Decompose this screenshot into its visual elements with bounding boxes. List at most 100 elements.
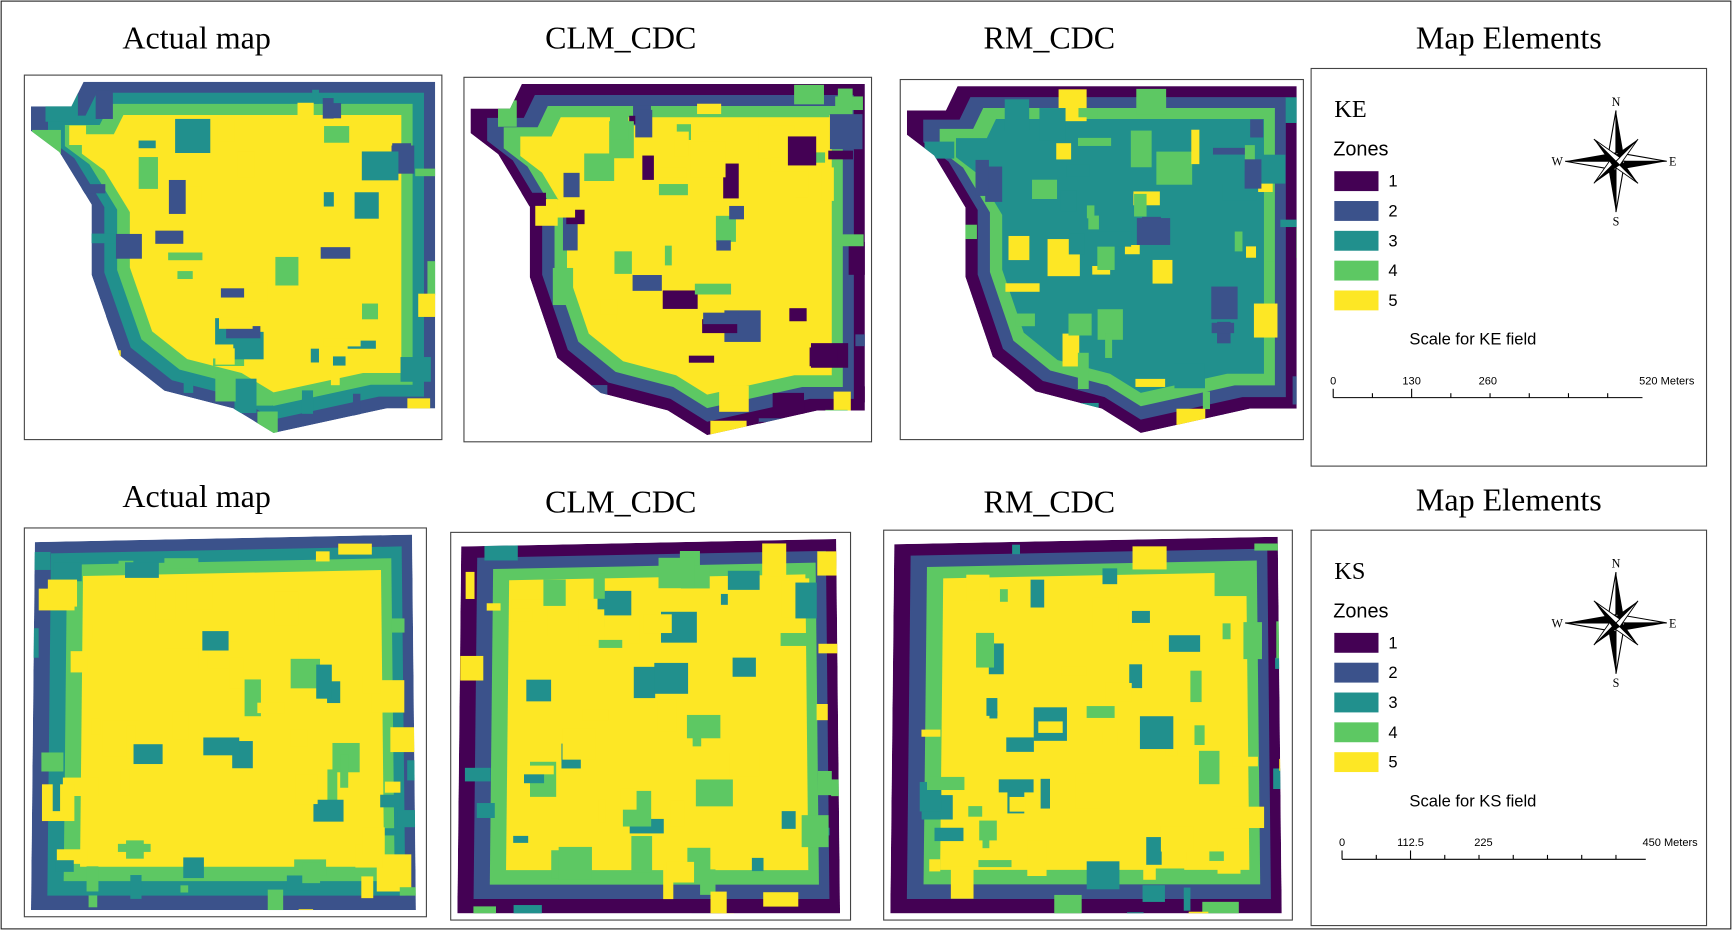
map-patch: [1092, 265, 1111, 275]
map-patch: [91, 718, 101, 735]
map-patch: [654, 662, 689, 694]
map-patch: [927, 776, 965, 791]
map-patch: [215, 371, 236, 402]
map-patch: [397, 810, 416, 828]
field-name: KS: [1334, 558, 1365, 585]
map-patch: [1136, 218, 1171, 245]
map-patch: [1086, 861, 1120, 890]
map-patch: [697, 103, 722, 115]
map-patch: [1217, 842, 1241, 874]
map-patch: [1088, 215, 1099, 230]
map-patch: [1136, 88, 1167, 115]
map-patch: [950, 866, 974, 899]
compass-point: [1615, 619, 1639, 646]
map-raster: [906, 86, 1297, 433]
zone-label: 2: [1388, 663, 1397, 682]
map-patch: [298, 909, 314, 911]
map-patch: [295, 774, 318, 805]
map-patch: [751, 857, 764, 872]
zone-label: 1: [1388, 633, 1397, 652]
map-patch: [729, 753, 760, 777]
map-patch: [979, 820, 997, 841]
map-patch: [710, 891, 727, 914]
map-patch: [1244, 145, 1255, 171]
map-patch: [1077, 352, 1089, 390]
map-patch: [1135, 378, 1166, 387]
map-patch: [312, 89, 319, 104]
map-patch: [464, 767, 491, 782]
compass-letter: N: [1612, 95, 1621, 109]
map-patch: [643, 614, 672, 634]
zone-swatch: [1334, 201, 1379, 221]
map-patch: [267, 889, 284, 911]
map-patch: [180, 885, 189, 893]
map-patch: [1078, 108, 1098, 118]
zone-swatch: [1334, 290, 1379, 311]
map-patch: [620, 788, 637, 810]
map-patch: [460, 655, 484, 681]
map-patch: [1015, 313, 1035, 327]
map-patch: [772, 392, 805, 414]
map-patch: [31, 628, 39, 658]
compass-point: [1593, 161, 1620, 184]
map-patch: [828, 150, 853, 160]
map-patch: [323, 338, 361, 347]
scale-label: 450 Meters: [1642, 837, 1698, 849]
compass-point: [1593, 622, 1620, 646]
map-patch: [632, 275, 662, 291]
map-patch: [524, 773, 545, 784]
map-patch: [1202, 901, 1239, 914]
map-patch: [1165, 745, 1178, 756]
map-patch: [716, 240, 731, 251]
map-patch: [609, 108, 629, 140]
compass-point: [1615, 110, 1625, 162]
map-patch: [1253, 303, 1278, 338]
map-patch: [126, 725, 136, 759]
map-patch: [794, 84, 824, 105]
panel-title: RM_CDC: [984, 483, 1116, 519]
map-patch: [361, 151, 399, 181]
map-patch: [465, 571, 475, 599]
zone-swatch: [1334, 632, 1379, 653]
map-patch: [338, 543, 372, 555]
map-raster: [30, 534, 416, 911]
map-patch: [692, 733, 702, 747]
map-patch: [598, 799, 606, 823]
panel-title: Actual map: [122, 20, 270, 56]
map-patch: [391, 618, 405, 633]
map-patch: [1061, 666, 1087, 676]
map-patch: [1142, 885, 1165, 902]
map-patch: [817, 770, 832, 796]
map-patch: [1254, 543, 1282, 551]
map-patch: [376, 854, 412, 892]
zone-swatch: [1334, 692, 1379, 713]
map-patch: [220, 288, 245, 298]
map-patch: [138, 157, 158, 189]
compass-point: [1607, 622, 1616, 674]
map-patch: [720, 593, 728, 605]
map-patch: [130, 875, 142, 899]
map-patch: [69, 125, 87, 146]
compass-point: [1615, 157, 1639, 184]
map-patch: [1152, 259, 1173, 284]
zone-swatch: [1334, 662, 1379, 683]
map-patch: [582, 709, 609, 721]
map-patch: [543, 579, 566, 606]
map-patch: [1068, 313, 1092, 336]
map-patch: [310, 348, 319, 363]
map-patch: [1062, 333, 1080, 367]
map-patch: [172, 711, 189, 740]
map-patch: [1273, 768, 1282, 790]
map-patch: [257, 702, 285, 714]
map-patch: [399, 887, 416, 896]
map-patch: [860, 386, 865, 403]
map-patch: [513, 835, 529, 843]
map-patch: [563, 172, 580, 198]
map-patch: [1265, 261, 1274, 274]
map-patch: [168, 252, 203, 261]
map-patch: [120, 769, 130, 796]
map-patch: [47, 579, 78, 607]
map-patch: [808, 152, 826, 163]
map-patch: [115, 233, 142, 259]
map-patch: [1296, 228, 1297, 259]
